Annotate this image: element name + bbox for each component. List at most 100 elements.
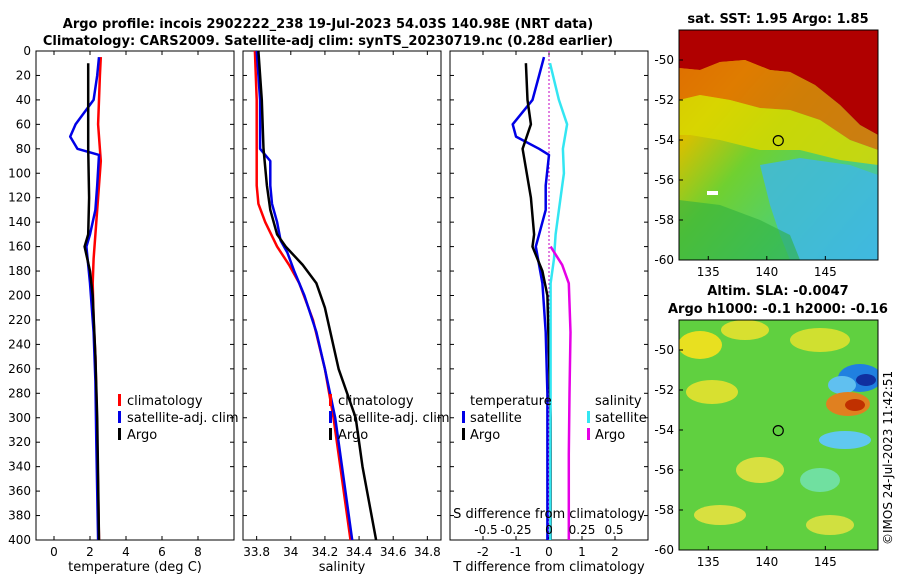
y-tick-label: 60 (16, 117, 31, 131)
series-line-argo (83, 63, 101, 541)
sst-cold-region (760, 158, 878, 260)
map-y-tick-label: -56 (654, 173, 674, 187)
imos-watermark: ©IMOS 24-Jul-2023 11:42:51 (881, 371, 895, 545)
x-tick-label: 2 (611, 545, 619, 559)
salinity-xlabel: salinity (319, 560, 366, 575)
title-line1: Argo profile: incois 2902222_238 19-Jul-… (63, 17, 593, 32)
y-tick-label: 380 (8, 509, 31, 523)
sst-green-region (679, 200, 800, 260)
map-y-tick-label: -56 (654, 463, 674, 477)
sla-blob (721, 320, 769, 340)
sst-warm-region (679, 30, 878, 135)
sla-blob (828, 376, 856, 394)
sla-map-subtitle: Argo h1000: -0.1 h2000: -0.16 (668, 302, 888, 317)
temperature-axes-box (35, 50, 235, 541)
x-tick-label: 34 (283, 545, 298, 559)
y-tick-label: 320 (8, 435, 31, 449)
x-tick-label: 4 (122, 545, 130, 559)
map-y-tick-label: -58 (654, 503, 674, 517)
y-tick-label: 0 (23, 44, 31, 58)
x-tick-label: 34.8 (414, 545, 441, 559)
map-y-tick-label: -60 (654, 543, 674, 557)
x-tick-label: 34.2 (312, 545, 339, 559)
legend-swatch-t-argo (462, 428, 465, 440)
y-tick-label: 280 (8, 386, 31, 400)
sla-field (679, 320, 878, 550)
sst-field (679, 30, 878, 260)
sla-map: Altim. SLA: -0.0047 Argo h1000: -0.1 h20… (654, 284, 888, 569)
legend-swatch-climatology (118, 394, 121, 406)
legend-label-climatology: climatology (338, 394, 414, 409)
map-y-tick-label: -50 (654, 343, 674, 357)
legend-label-argo: Argo (338, 428, 368, 443)
legend-label-s-satellite: satellite (595, 411, 647, 426)
temperature-panel: 0204060801001201401601802002202402602803… (8, 44, 239, 575)
y-tick-label: 20 (16, 68, 31, 82)
legend-label-satellite: satellite-adj. clim (127, 411, 239, 426)
legend-swatch-satellite (118, 411, 121, 423)
sst-orange-band (679, 60, 878, 150)
sla-map-title: Altim. SLA: -0.0047 (707, 284, 848, 299)
s-axis-tick-label: 0 (545, 523, 553, 537)
x-tick-label: 6 (158, 545, 166, 559)
sla-blob (679, 331, 722, 359)
series-line-s-satellite (548, 62, 569, 540)
x-tick-label: -1 (510, 545, 522, 559)
map-x-tick-label: 135 (697, 265, 720, 279)
salinity-legend: climatology satellite-adj. clim Argo (329, 394, 450, 443)
series-line-satellite-adj-clim (255, 50, 354, 541)
s-axis-tick-label: -0.5 (474, 523, 497, 537)
series-line-climatology (253, 50, 352, 541)
sla-blob (686, 380, 738, 404)
map-x-tick-label: 145 (814, 555, 837, 569)
sla-map-box (678, 319, 879, 551)
argo-location-marker (772, 425, 784, 437)
sla-blob (856, 374, 876, 386)
x-tick-label: 8 (194, 545, 202, 559)
s-axis-tick-label: 0.25 (569, 523, 596, 537)
map-x-tick-label: 140 (755, 265, 778, 279)
map-y-tick-label: -52 (654, 93, 674, 107)
y-tick-label: 220 (8, 313, 31, 327)
argo-location-marker (772, 135, 784, 147)
map-y-tick-label: -54 (654, 133, 674, 147)
sla-blob (694, 505, 746, 525)
legend-swatch-argo (118, 428, 121, 440)
x-tick-label: 34.4 (346, 545, 373, 559)
legend-label-satellite: satellite-adj. clim (338, 411, 450, 426)
sla-blob (790, 328, 850, 352)
map-y-tick-label: -60 (654, 253, 674, 267)
difference-panel: -2 -1 0 1 2 T difference from climatology S … (449, 50, 649, 575)
legend-label-t-argo: Argo (470, 428, 500, 443)
legend-label-s-argo: Argo (595, 428, 625, 443)
y-tick-label: 300 (8, 411, 31, 425)
map-y-tick-label: -54 (654, 423, 674, 437)
series-line-argo (257, 50, 378, 541)
sla-blob (806, 515, 854, 535)
legend-swatch-s-argo (587, 428, 590, 440)
x-tick-label: -2 (477, 545, 489, 559)
legend-swatch-s-satellite (587, 411, 590, 423)
y-tick-label: 260 (8, 362, 31, 376)
legend-label-climatology: climatology (127, 394, 203, 409)
y-tick-label: 360 (8, 484, 31, 498)
legend-swatch-argo (329, 428, 332, 440)
salinity-panel: 33.8 34 34.2 34.4 34.6 34.8 salinity climatol… (242, 50, 450, 575)
map-x-tick-label: 135 (697, 555, 720, 569)
salinity-diff-legend: salinity satellite Argo (587, 394, 647, 443)
sst-missing-patch (707, 191, 718, 195)
y-tick-label: 160 (8, 240, 31, 254)
x-tick-label: 33.8 (243, 545, 270, 559)
legend-swatch-t-satellite (462, 411, 465, 423)
map-y-tick-label: -58 (654, 213, 674, 227)
map-x-tick-label: 140 (755, 555, 778, 569)
legend-swatch-satellite (329, 411, 332, 423)
s-axis-tick-label: 0.5 (604, 523, 623, 537)
y-tick-label: 100 (8, 166, 31, 180)
temperature-legend: climatology satellite-adj. clim Argo (118, 394, 239, 443)
legend-label-t-satellite: satellite (470, 411, 522, 426)
sst-yellow-band (679, 95, 878, 165)
x-tick-label: 2 (86, 545, 94, 559)
legend-label-argo: Argo (127, 428, 157, 443)
